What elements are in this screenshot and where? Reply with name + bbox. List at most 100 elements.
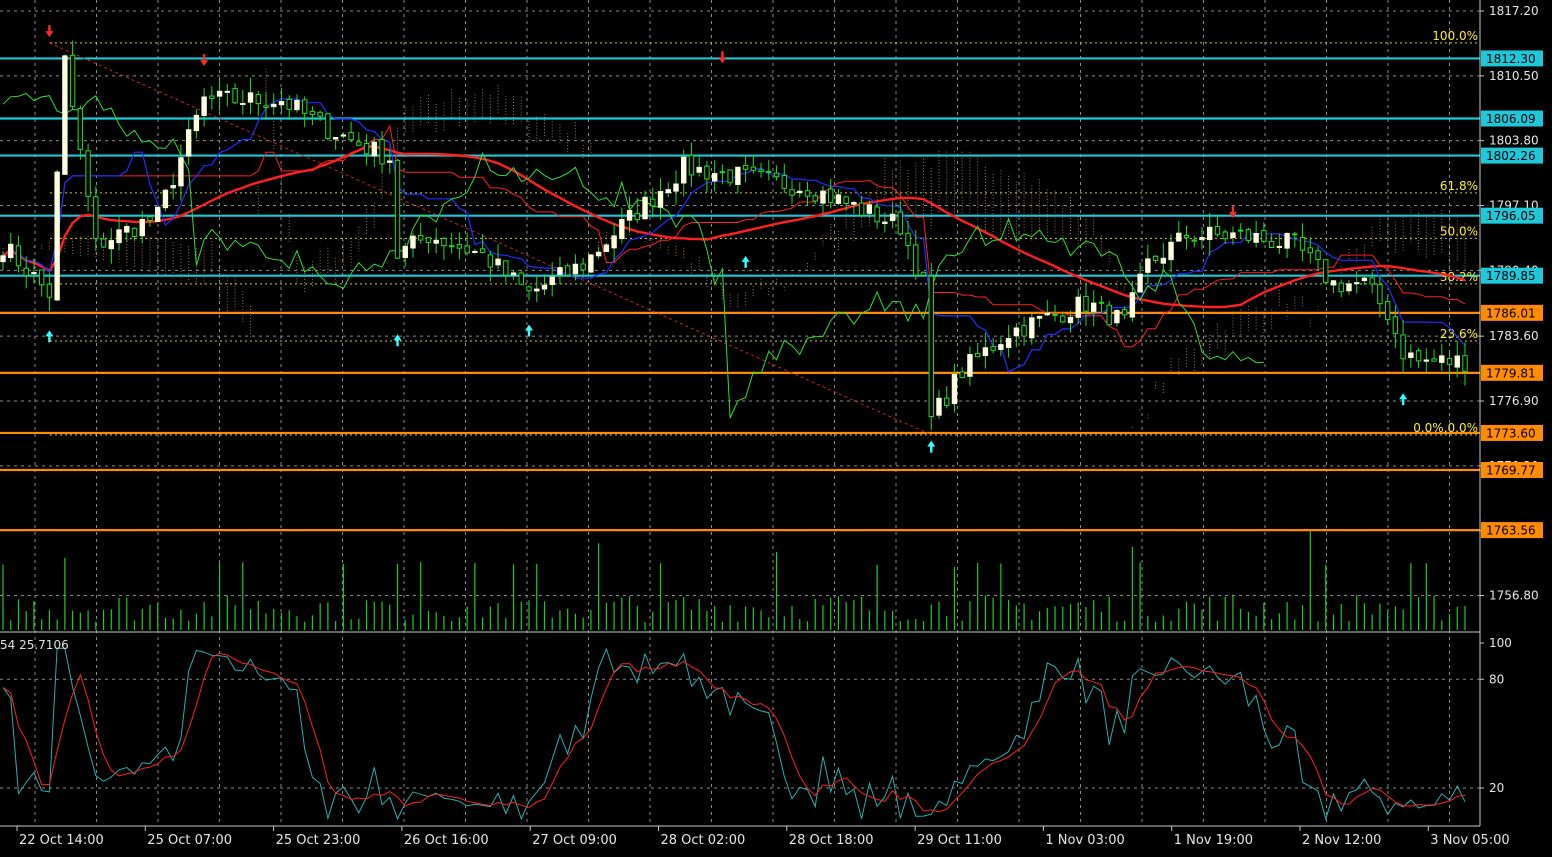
candle-body bbox=[1253, 232, 1259, 243]
candle-body bbox=[1292, 233, 1298, 236]
candle-body bbox=[1176, 232, 1182, 242]
signal-arrows bbox=[45, 25, 1408, 453]
candle-body bbox=[804, 190, 811, 197]
candle-body bbox=[1423, 359, 1430, 362]
candle-body bbox=[418, 234, 424, 241]
candle-body bbox=[603, 244, 610, 252]
down-arrow-icon bbox=[718, 51, 727, 64]
candle-body bbox=[789, 189, 795, 196]
oscillator-header: 54 25.7106 bbox=[0, 638, 69, 652]
candle-body bbox=[139, 219, 145, 237]
fib-trendline bbox=[49, 42, 932, 436]
candle-body bbox=[1044, 312, 1050, 316]
candle-body bbox=[100, 238, 107, 248]
candle-body bbox=[479, 248, 486, 253]
candle-body bbox=[1392, 316, 1399, 334]
candle-body bbox=[1415, 350, 1422, 362]
candle-body bbox=[564, 265, 571, 276]
candle-body bbox=[410, 235, 416, 249]
chikou-line bbox=[2, 92, 1264, 419]
candle-body bbox=[1090, 302, 1097, 312]
candle-body bbox=[1013, 327, 1020, 337]
indicator-lines bbox=[2, 92, 1466, 419]
candle-body bbox=[472, 250, 478, 253]
candle-body bbox=[882, 221, 888, 225]
time-label: 3 Nov 05:00 bbox=[1430, 833, 1509, 848]
price-tick-label: 1817.20 bbox=[1489, 4, 1539, 18]
candle-body bbox=[1330, 280, 1337, 286]
candle-body bbox=[1346, 283, 1352, 292]
candle-body bbox=[541, 284, 548, 290]
candle-body bbox=[1276, 245, 1283, 248]
candle-body bbox=[650, 198, 656, 207]
candle-body bbox=[503, 260, 509, 276]
candle-body bbox=[1160, 257, 1167, 264]
price-tick-label: 1783.60 bbox=[1489, 329, 1539, 343]
candle-body bbox=[920, 271, 927, 276]
candle-body bbox=[1369, 277, 1375, 285]
candle-body bbox=[1021, 324, 1027, 337]
time-label: 28 Oct 18:00 bbox=[789, 833, 874, 848]
time-label: 26 Oct 16:00 bbox=[404, 833, 489, 848]
candle-body bbox=[1191, 239, 1197, 242]
candle-body bbox=[1261, 230, 1267, 242]
oscillator-pane[interactable]: 54 25.7106 100 80 20 bbox=[0, 632, 1512, 826]
price-level-tag: 1786.01 bbox=[1486, 306, 1536, 320]
price-tick-label: 1776.90 bbox=[1489, 394, 1539, 408]
candle-body bbox=[797, 190, 803, 194]
price-axis[interactable]: 1817.201810.501803.801797.101790.401783.… bbox=[1479, 0, 1543, 632]
price-level-tag: 1779.81 bbox=[1486, 366, 1536, 380]
up-arrow-icon bbox=[525, 324, 534, 337]
candle-body bbox=[928, 275, 934, 417]
candle-body bbox=[247, 92, 254, 103]
fib-level-label: 50.0% bbox=[1440, 224, 1478, 238]
candle-body bbox=[967, 354, 973, 377]
candle-body bbox=[263, 105, 269, 108]
candle-body bbox=[1439, 355, 1445, 363]
candle-body bbox=[1377, 284, 1383, 305]
price-level-tag-box bbox=[1481, 462, 1543, 478]
candle-body bbox=[626, 210, 633, 221]
time-axis[interactable]: 22 Oct 14:00 25 Oct 07:00 25 Oct 23:00 26 O… bbox=[0, 825, 1510, 848]
candle-body bbox=[1222, 231, 1228, 240]
price-level-tag: 1789.85 bbox=[1486, 269, 1536, 283]
time-label: 22 Oct 14:00 bbox=[19, 833, 104, 848]
candle-body bbox=[835, 194, 842, 204]
candle-body bbox=[23, 267, 29, 277]
candle-body bbox=[1237, 229, 1244, 232]
time-label: 25 Oct 23:00 bbox=[276, 833, 361, 848]
candle-body bbox=[340, 134, 347, 137]
candle-body bbox=[1323, 259, 1329, 284]
candle-body bbox=[588, 254, 594, 273]
candle-body bbox=[510, 272, 517, 276]
fib-level-label: 0.0%,0.0% bbox=[1413, 421, 1478, 435]
candle-body bbox=[727, 169, 733, 184]
candle-body bbox=[155, 206, 161, 223]
candle-body bbox=[959, 371, 965, 379]
candle-body bbox=[1137, 273, 1143, 293]
time-label: 25 Oct 07:00 bbox=[147, 833, 232, 848]
price-level-tag-box bbox=[1481, 110, 1543, 127]
candle-body bbox=[1284, 232, 1290, 249]
candle-body bbox=[851, 201, 857, 205]
candle-body bbox=[665, 189, 671, 194]
price-level-tag-box bbox=[1481, 50, 1543, 67]
candle-body bbox=[131, 227, 138, 238]
candle-body bbox=[773, 172, 780, 178]
candle-body bbox=[77, 108, 84, 150]
candle-body bbox=[990, 346, 996, 351]
candle-body bbox=[1230, 232, 1236, 239]
candle-body bbox=[549, 276, 555, 286]
candle-body bbox=[356, 141, 362, 146]
candle-body bbox=[325, 113, 331, 139]
candle-body bbox=[271, 103, 277, 108]
moving-average-line bbox=[2, 144, 1466, 309]
candle-body bbox=[1400, 334, 1406, 360]
candle-body bbox=[1029, 317, 1035, 339]
stochastic-d-line bbox=[2, 652, 1466, 813]
candle-body bbox=[866, 204, 873, 214]
candle-body bbox=[735, 166, 741, 186]
fib-level-label: 23.6% bbox=[1440, 327, 1478, 341]
